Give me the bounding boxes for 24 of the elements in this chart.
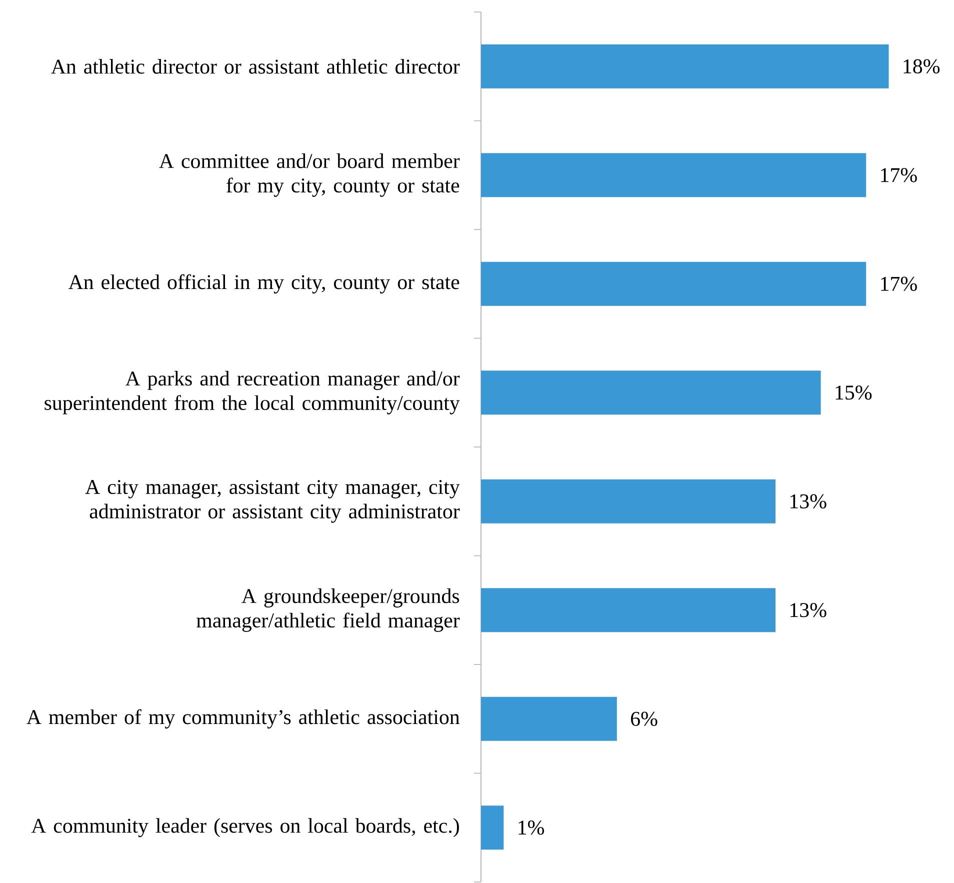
bar xyxy=(481,806,504,850)
y-tick-label: A groundskeeper/grounds manager/athletic field manager xyxy=(196,588,460,632)
bar xyxy=(481,44,889,89)
y-tick-label: A committee and/or board member for my city, county or state xyxy=(159,154,460,198)
y-tick-label: A city manager, assistant city manager, city administrator or assistant city administrator xyxy=(85,480,460,523)
data-label: 13% xyxy=(790,603,826,618)
bar xyxy=(481,588,776,632)
y-tick-label: A member of my community’s athletic association xyxy=(26,709,460,729)
y-tick-label: A community leader (serves on local boards, etc.) xyxy=(31,818,459,838)
data-label: 17% xyxy=(881,168,917,182)
y-tick-label: A parks and recreation manager and/or superintendent from the local community/county xyxy=(44,371,460,415)
data-label: 18% xyxy=(904,60,940,74)
y-tick-label: An athletic director or assistant athletic director xyxy=(51,59,460,74)
bar xyxy=(481,480,776,524)
bar xyxy=(481,697,617,742)
data-label: 13% xyxy=(790,494,826,509)
data-label: 1% xyxy=(518,820,544,835)
bar xyxy=(481,153,866,198)
data-label: 17% xyxy=(881,277,917,292)
bar xyxy=(481,370,821,415)
bar xyxy=(481,262,866,306)
data-label: 6% xyxy=(631,712,658,726)
y-tick-label: An elected official in my city, county or state xyxy=(68,274,460,294)
data-label: 15% xyxy=(836,386,872,400)
